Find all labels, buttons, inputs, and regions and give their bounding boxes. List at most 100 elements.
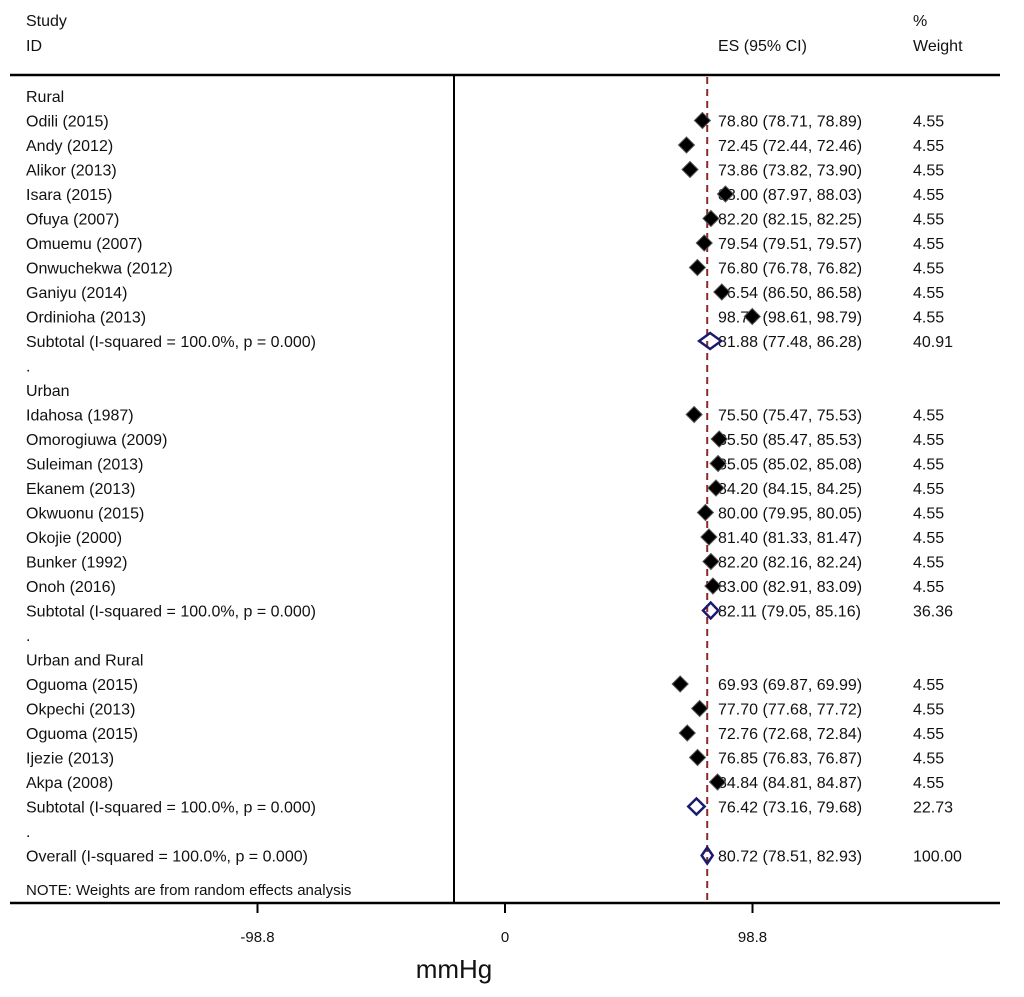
- study-point: [743, 307, 761, 326]
- x-tick-label: -98.8: [240, 929, 274, 946]
- study-point: [716, 185, 735, 203]
- weight-value: 22.73: [913, 800, 953, 817]
- study-label: Okojie (2000): [26, 530, 122, 547]
- es-ci-value: 80.00 (79.95, 80.05): [718, 506, 862, 523]
- weight-value: 4.55: [913, 726, 944, 743]
- spacer-dot: .: [26, 628, 30, 645]
- es-ci-value: 82.20 (82.15, 82.25): [718, 212, 862, 229]
- study-point: [696, 503, 715, 522]
- table-header: Study ID ES (95% CI) % Weight: [26, 13, 963, 55]
- weight-value: 36.36: [913, 604, 953, 621]
- es-ci-value: 77.70 (77.68, 77.72): [718, 702, 862, 719]
- es-ci-value: 82.11 (79.05, 85.16): [718, 604, 861, 621]
- subtotal-label: Subtotal (I-squared = 100.0%, p = 0.000): [26, 334, 316, 351]
- header-study: Study: [26, 13, 67, 30]
- study-label: Onoh (2016): [26, 579, 116, 596]
- study-label: Ordinioha (2013): [26, 310, 146, 327]
- study-point: [713, 283, 731, 301]
- study-point: [710, 430, 728, 448]
- es-ci-value: 76.85 (76.83, 76.87): [718, 751, 862, 768]
- weight-value: 4.55: [913, 677, 944, 694]
- study-label: Ganiyu (2014): [26, 285, 127, 302]
- study-point: [693, 111, 712, 130]
- study-label: Omuemu (2007): [26, 236, 143, 253]
- study-label: Oguoma (2015): [26, 726, 138, 743]
- weight-value: 4.55: [913, 114, 944, 131]
- weight-value: 4.55: [913, 310, 944, 327]
- weight-value: 4.55: [913, 163, 944, 180]
- es-ci-value: 79.54 (79.51, 79.57): [718, 236, 862, 253]
- study-label: Odili (2015): [26, 114, 109, 131]
- group-label: Rural: [26, 89, 64, 106]
- weight-value: 40.91: [913, 334, 953, 351]
- es-ci-value: 81.88 (77.48, 86.28): [718, 334, 862, 351]
- weight-value: 4.55: [913, 285, 944, 302]
- overall-label: Overall (I-squared = 100.0%, p = 0.000): [26, 849, 308, 866]
- weight-value: 4.55: [913, 506, 944, 523]
- study-label: Ofuya (2007): [26, 212, 119, 229]
- study-point: [704, 577, 722, 595]
- es-ci-value: 88.00 (87.97, 88.03): [718, 187, 862, 204]
- header-id: ID: [26, 38, 42, 55]
- study-point: [677, 136, 696, 154]
- weight-value: 4.55: [913, 432, 944, 449]
- es-ci-value: 98.70 (98.61, 98.79): [718, 310, 862, 327]
- weight-value: 4.55: [913, 261, 944, 278]
- study-label: Idahosa (1987): [26, 408, 134, 425]
- x-tick-label: 98.8: [738, 929, 767, 946]
- weight-value: 4.55: [913, 481, 944, 498]
- es-ci-value: 82.20 (82.16, 82.24): [718, 555, 862, 572]
- study-label: Akpa (2008): [26, 775, 113, 792]
- es-ci-value: 86.54 (86.50, 86.58): [718, 285, 862, 302]
- study-label: Okpechi (2013): [26, 702, 135, 719]
- study-point: [685, 405, 703, 424]
- study-point: [702, 209, 720, 228]
- weight-value: 4.55: [913, 457, 944, 474]
- es-ci-value: 81.40 (81.33, 81.47): [718, 530, 862, 547]
- spacer-dot: .: [26, 824, 30, 841]
- es-ci-value: 73.86 (73.82, 73.90): [718, 163, 862, 180]
- study-point: [690, 699, 709, 718]
- study-point: [695, 234, 713, 252]
- subtotal-diamond: [701, 600, 721, 621]
- group-label: Urban: [26, 383, 70, 400]
- es-ci-value: 78.80 (78.71, 78.89): [718, 114, 862, 131]
- subtotal-diamond: [686, 796, 707, 817]
- es-ci-value: 72.45 (72.44, 72.46): [718, 138, 862, 155]
- study-label: Ijezie (2013): [26, 751, 114, 768]
- es-ci-value: 80.72 (78.51, 82.93): [718, 849, 862, 866]
- study-label: Isara (2015): [26, 187, 112, 204]
- weight-value: 4.55: [913, 236, 944, 253]
- weight-value: 4.55: [913, 212, 944, 229]
- study-label: Onwuchekwa (2012): [26, 261, 173, 278]
- es-ci-value: 84.20 (84.15, 84.25): [718, 481, 862, 498]
- subtotal-diamond: [696, 331, 724, 351]
- weight-value: 4.55: [913, 408, 944, 425]
- weight-value: 4.55: [913, 702, 944, 719]
- overall-diamond: [700, 845, 715, 866]
- study-point: [702, 552, 720, 571]
- study-point: [688, 748, 707, 767]
- es-ci-value: 84.84 (84.81, 84.87): [718, 775, 862, 792]
- es-ci-value: 72.76 (72.68, 72.84): [718, 726, 862, 743]
- study-label: Bunker (1992): [26, 555, 127, 572]
- study-rows: Rural Odili (2015) 78.80 (78.71, 78.89) 4.5…: [26, 89, 962, 866]
- weight-value: 4.55: [913, 579, 944, 596]
- es-ci-value: 76.80 (76.78, 76.82): [718, 261, 862, 278]
- es-ci-value: 75.50 (75.47, 75.53): [718, 408, 862, 425]
- study-point: [709, 454, 727, 473]
- weight-value: 4.55: [913, 187, 944, 204]
- header-weight-percent: %: [913, 13, 927, 30]
- es-ci-value: 69.93 (69.87, 69.99): [718, 677, 862, 694]
- study-label: Suleiman (2013): [26, 457, 143, 474]
- study-point: [678, 724, 696, 742]
- study-label: Oguoma (2015): [26, 677, 138, 694]
- plot-marks: [671, 77, 761, 901]
- weight-value: 4.55: [913, 751, 944, 768]
- x-tick-label: 0: [501, 929, 509, 946]
- weight-value: 4.55: [913, 555, 944, 572]
- study-label: Okwuonu (2015): [26, 506, 144, 523]
- study-point: [671, 675, 689, 693]
- study-label: Ekanem (2013): [26, 481, 135, 498]
